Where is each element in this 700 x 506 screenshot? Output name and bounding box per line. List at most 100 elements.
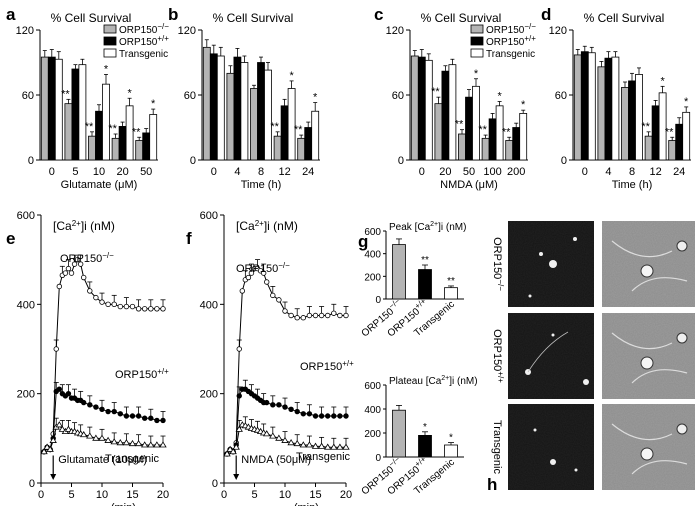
bar (573, 54, 582, 161)
cell-body (640, 447, 654, 461)
data-point (117, 303, 123, 310)
data-point (236, 393, 242, 399)
cell-body (676, 423, 688, 435)
data-point (123, 303, 130, 310)
x-axis-label: Glutamate (μM) (61, 179, 138, 191)
data-point (134, 439, 143, 447)
chart-title: % Cell Survival (421, 11, 502, 25)
data-point (104, 436, 112, 443)
bar (597, 66, 606, 161)
x-axis-label: (min) (111, 502, 136, 506)
y-tick-label: 600 (364, 227, 381, 238)
x-tick-label: 15 (126, 489, 138, 501)
y-tick-label: 60 (184, 90, 196, 102)
x-tick-label: 5 (72, 166, 78, 178)
data-point (86, 432, 94, 439)
x-tick-label: 5 (68, 489, 74, 501)
data-point (122, 439, 131, 446)
data-point (43, 443, 51, 450)
data-point (135, 306, 142, 312)
significance-mark: * (684, 96, 689, 108)
cell-body (640, 356, 654, 370)
significance-mark: ** (641, 121, 650, 133)
data-point (77, 261, 84, 267)
stimulus-label: NMDA (50μM) (241, 454, 311, 466)
x-tick-label: 8 (629, 166, 635, 178)
data-point (116, 439, 125, 446)
bar (40, 56, 49, 161)
significance-mark: * (289, 70, 294, 82)
legend-label: ORP150−/− (486, 22, 536, 36)
data-point (110, 438, 118, 445)
data-point (128, 439, 137, 447)
data-point (148, 415, 154, 421)
cell-signal (549, 260, 557, 268)
significance-mark: * (104, 63, 109, 75)
panel-letter-f: f (186, 229, 192, 248)
data-point (337, 312, 343, 319)
panel-letter-a: a (6, 5, 16, 24)
bar (682, 111, 691, 161)
data-point (154, 417, 160, 424)
series-line (226, 388, 346, 455)
data-point (79, 430, 88, 438)
bar (644, 135, 653, 161)
bar (418, 269, 432, 300)
bar (273, 135, 282, 161)
series-label: Transgenic (105, 453, 160, 465)
data-point (135, 413, 142, 419)
bar (64, 103, 73, 161)
data-point (99, 299, 105, 305)
data-point (269, 432, 277, 439)
panel-letter-h: h (487, 475, 497, 494)
series-label: ORP150−/− (60, 251, 114, 265)
data-point (40, 447, 48, 455)
cell-signal (573, 237, 577, 241)
panel-letter-b: b (168, 5, 178, 24)
data-point (282, 404, 288, 410)
bar (54, 58, 63, 161)
x-tick-label: 0 (49, 166, 55, 178)
bar (392, 409, 406, 458)
bar (149, 114, 158, 161)
bar (444, 287, 458, 300)
bar (304, 127, 313, 161)
data-point (323, 443, 332, 450)
x-tick-label: 12 (278, 166, 290, 178)
x-tick-label: 0 (211, 166, 217, 178)
data-point (68, 270, 75, 276)
data-point (147, 441, 155, 448)
image-texture (602, 404, 695, 490)
data-point (58, 425, 67, 432)
data-point (300, 411, 306, 417)
bar (88, 135, 96, 161)
data-point (93, 294, 99, 301)
data-point (306, 411, 313, 417)
data-point (331, 310, 337, 316)
chart-title: % Cell Survival (584, 11, 665, 25)
chart-title: [Ca2+]i (nM) (53, 219, 115, 233)
panel-h: h ORP150−/− ORP150+/+ Transgenic (487, 221, 695, 494)
data-point (294, 315, 300, 321)
data-point (276, 297, 282, 303)
data-point (281, 436, 289, 443)
significance-mark: ** (61, 88, 70, 100)
legend-a: ORP150−/−ORP150+/+Transgenic (103, 22, 169, 60)
panel-letter-g: g (358, 232, 368, 251)
legend-swatch (103, 36, 117, 46)
data-point (80, 274, 87, 281)
significance-mark: * (449, 433, 453, 444)
y-tick-label: 200 (364, 429, 381, 440)
x-tick-label: 100 (483, 166, 501, 178)
neurite (611, 332, 688, 384)
data-point (336, 443, 344, 450)
data-point (306, 312, 313, 319)
x-tick-label: 15 (309, 489, 321, 501)
significance-mark: * (474, 68, 479, 80)
x-tick-label: 4 (234, 166, 240, 178)
y-tick-label: 120 (16, 25, 34, 37)
x-tick-label: 24 (673, 166, 685, 178)
